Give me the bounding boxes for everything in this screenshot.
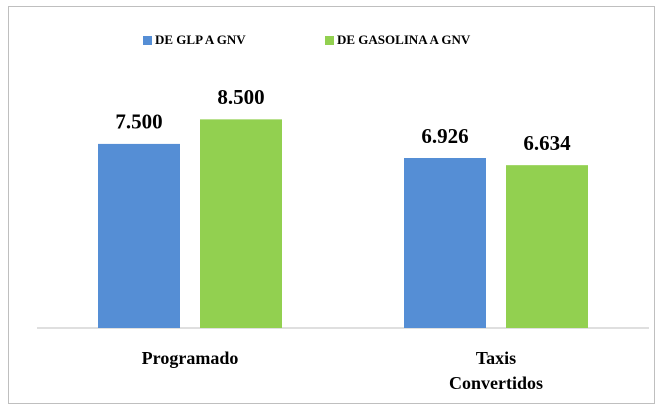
legend-swatch xyxy=(143,36,152,45)
data-label: 6.926 xyxy=(421,124,468,148)
data-label: 8.500 xyxy=(217,85,264,109)
data-label: 7.500 xyxy=(115,110,162,134)
legend-label: DE GASOLINA A GNV xyxy=(337,32,471,47)
legend-swatch xyxy=(325,36,334,45)
legend-label: DE GLP A GNV xyxy=(155,32,246,47)
x-tick-label: Taxis Convertidos xyxy=(449,348,543,393)
bar xyxy=(98,143,180,328)
x-tick-label: Programado xyxy=(142,348,239,368)
bar xyxy=(200,119,282,328)
bar xyxy=(404,157,486,328)
bar xyxy=(506,165,588,328)
data-label: 6.634 xyxy=(523,131,571,155)
